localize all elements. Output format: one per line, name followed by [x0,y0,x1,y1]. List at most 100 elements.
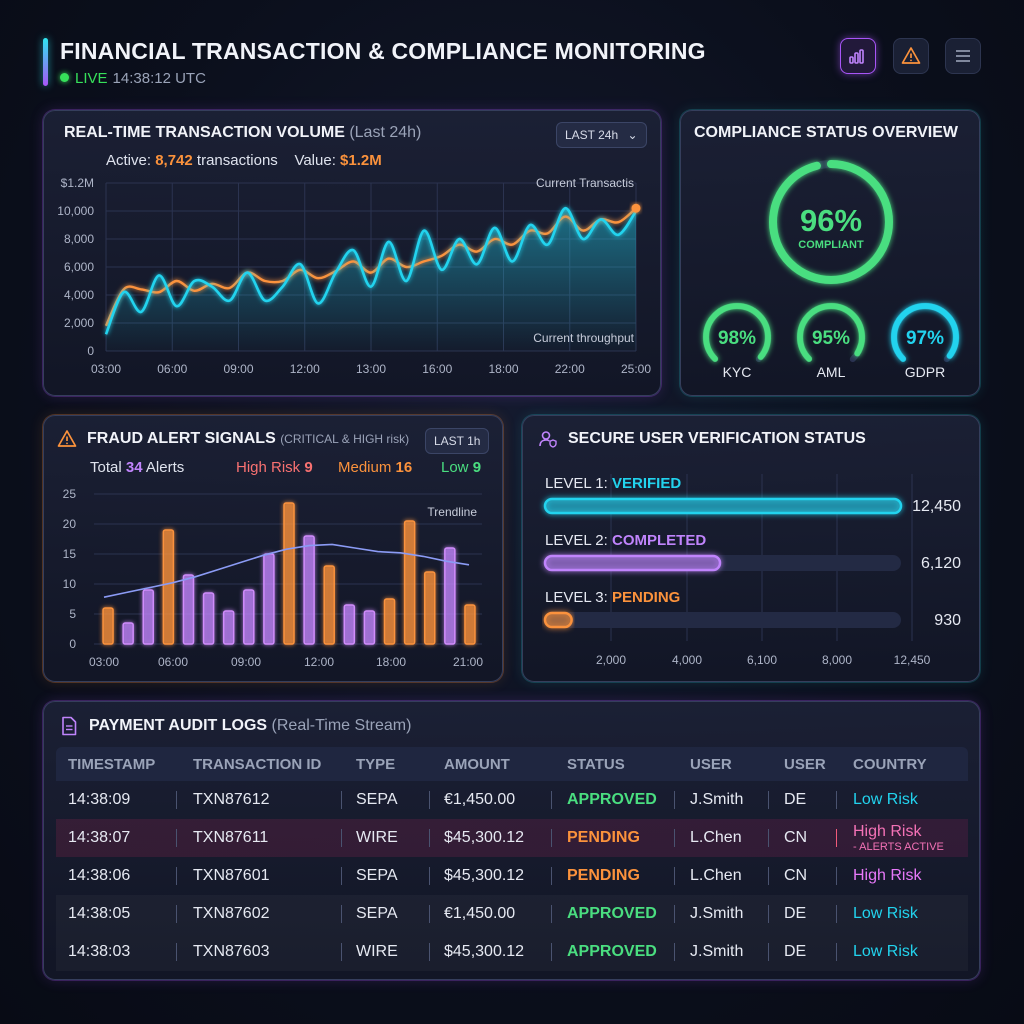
column-header-user-country[interactable]: USER [784,755,826,773]
user-shield-icon [539,431,557,448]
volume-range-select[interactable]: LAST 24h ⌄ [556,122,647,148]
y-tick-label: 0 [87,344,94,358]
y-tick-label: 4,000 [64,288,94,302]
gauge-aml-arc [796,303,865,371]
column-divider [551,905,552,923]
trendline-label: Trendline [427,505,477,519]
y-tick-label: 6,000 [64,260,94,274]
fraud-high: High Risk 9 [236,459,313,476]
column-header-status[interactable]: STATUS [567,755,625,773]
cell-transaction-id[interactable]: TXN87603 [193,943,270,960]
chart-view-button[interactable] [840,38,876,74]
main-compliance-value: 96% [800,203,862,238]
x-tick-label: 16:00 [422,362,452,376]
column-divider [768,867,769,885]
gauge-label: KYC [723,364,752,380]
column-divider [341,791,342,809]
table-row[interactable]: 14:38:07 TXN87611 WIRE $45,300.12 PENDING L.C… [56,819,968,857]
cell-transaction-id[interactable]: TXN87601 [193,867,270,884]
cell-transaction-id[interactable]: TXN87611 [193,829,269,846]
fraud-bar [162,529,175,645]
column-header-country[interactable]: COUNTRY [853,755,927,773]
annotation-current-transactions: Current Transactis [536,176,634,190]
document-icon [62,716,77,736]
column-header-transaction-id[interactable]: TRANSACTION ID [193,755,322,773]
column-divider [836,791,837,809]
audit-subtitle: (Real-Time Stream) [271,717,412,734]
cell-status: APPROVED [567,905,657,922]
x-tick-label: 25:00 [621,362,651,376]
column-header-user[interactable]: USER [690,755,732,773]
cell-country: DE [784,791,807,808]
volume-area [106,208,636,351]
risk-label: High Risk [853,867,922,884]
progress-fill [543,497,903,515]
x-tick-label: 8,000 [822,653,852,667]
y-tick-label: 8,000 [64,232,94,246]
column-header-timestamp[interactable]: TIMESTAMP [68,755,156,773]
fraud-range-button[interactable]: LAST 1h [425,428,490,454]
fraud-high-label: High Risk [236,459,301,476]
column-divider [768,791,769,809]
column-divider [429,867,430,885]
cell-type: SEPA [356,791,398,808]
cell-status: PENDING [567,829,640,846]
x-tick-label: 09:00 [231,655,261,669]
compliance-title: COMPLIANCE STATUS OVERVIEW [694,124,959,141]
gauge-label: AML [817,364,846,380]
column-divider [429,943,430,961]
audit-title: PAYMENT AUDIT LOGS (Real-Time Stream) [89,717,411,735]
live-status: LIVE 14:38:12 UTC [60,70,206,87]
menu-button[interactable] [945,38,981,74]
level-prefix: LEVEL 3: [545,589,612,606]
fraud-bar [423,571,436,645]
table-row[interactable]: 14:38:06 TXN87601 SEPA $45,300.12 PENDING L.C… [56,857,968,895]
x-tick-label: 22:00 [555,362,585,376]
y-tick-label: 0 [69,637,76,651]
annotation-current-throughput: Current throughput [533,331,634,345]
column-divider [551,943,552,961]
alerts-button[interactable] [893,38,929,74]
column-divider [341,943,342,961]
fraud-bar [383,598,396,645]
table-row[interactable]: 14:38:09 TXN87612 SEPA €1,450.00 APPROVED J.S… [56,781,968,819]
y-tick-label: 25 [63,487,77,501]
column-header-amount[interactable]: AMOUNT [444,755,510,773]
risk-label: Low Risk [853,905,918,922]
risk-label: Low Risk [853,791,918,808]
column-divider [551,867,552,885]
column-divider [429,791,430,809]
cell-user: J.Smith [690,943,744,960]
fraud-bar [202,592,215,645]
column-divider [674,791,675,809]
table-row[interactable]: 14:38:03 TXN87603 WIRE $45,300.12 APPROVED J.… [56,933,968,971]
fraud-bar [283,502,295,645]
volume-title: REAL-TIME TRANSACTION VOLUME (Last 24h) [64,124,421,142]
fraud-alerts-panel: FRAUD ALERT SIGNALS (CRITICAL & HIGH ris… [43,415,503,682]
volume-title-text: REAL-TIME TRANSACTION VOLUME [64,124,345,141]
gauge-value: 98% [718,328,756,349]
compliance-panel: COMPLIANCE STATUS OVERVIEW 96% COMPLIANT 9… [680,110,980,396]
cell-transaction-id[interactable]: TXN87602 [193,905,270,922]
value-label: Value: [294,152,336,169]
trendline [103,543,470,598]
level-count: 6,120 [921,555,961,572]
cell-risk: High Risk [853,857,921,895]
y-tick-label: 15 [63,547,77,561]
cell-status: PENDING [567,867,640,884]
table-row[interactable]: 14:38:05 TXN87602 SEPA €1,450.00 APPROVED J.S… [56,895,968,933]
y-tick-label: 10,000 [57,204,94,218]
cell-amount: $45,300.12 [444,829,525,846]
cell-transaction-id[interactable]: TXN87612 [193,791,270,808]
cell-timestamp: 14:38:05 [68,905,131,922]
fraud-bar [323,565,335,645]
cell-status: APPROVED [567,791,657,808]
verification-level-label: LEVEL 1: VERIFIED [545,475,681,492]
level-prefix: LEVEL 1: [545,475,612,492]
column-header-type[interactable]: TYPE [356,755,396,773]
audit-table: TIMESTAMP TRANSACTION ID TYPE AMOUNT STA… [56,747,968,971]
gauge-value: 95% [812,328,850,349]
level-count: 930 [934,612,961,629]
column-divider [768,829,769,847]
fraud-bar [303,535,315,645]
